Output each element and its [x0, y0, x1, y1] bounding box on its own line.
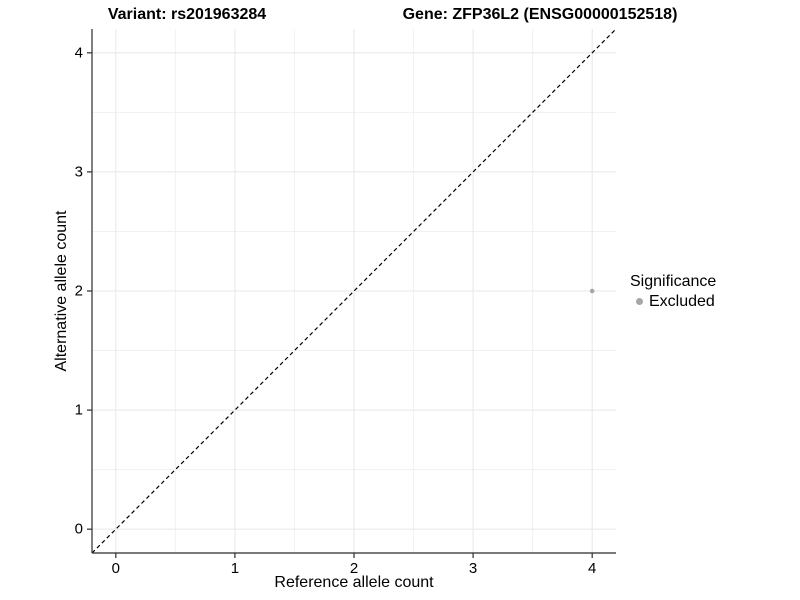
x-tick-label: 1	[230, 560, 240, 577]
y-axis-title: Alternative allele count	[53, 210, 70, 372]
legend-title: Significance	[630, 273, 717, 290]
legend-item-excluded: Excluded	[630, 292, 716, 311]
legend-dot-icon	[636, 298, 643, 305]
y-tick-label: 2	[74, 282, 83, 300]
y-tick-label: 0	[74, 520, 83, 538]
variant-title: Variant: rs201963284	[107, 6, 267, 23]
y-tick-label: 4	[74, 44, 83, 62]
axis-tick-marks	[87, 52, 593, 558]
identity-dashed-line	[91, 28, 617, 554]
gene-title: Gene: ZFP36L2 (ENSG00000152518)	[402, 6, 678, 23]
x-tick-label: 2	[349, 560, 359, 577]
data-points	[589, 288, 595, 294]
x-axis-title: Reference allele count	[274, 574, 434, 591]
legend-item-label: Excluded	[649, 293, 715, 310]
y-tick-label: 1	[74, 401, 83, 419]
major-gridlines	[92, 29, 616, 553]
data-point	[589, 288, 595, 294]
legend: Significance Excluded	[630, 272, 716, 311]
x-tick-label: 3	[468, 560, 478, 577]
y-tick-label: 3	[74, 163, 83, 181]
x-tick-label: 4	[588, 560, 597, 577]
x-tick-label: 0	[111, 560, 120, 577]
